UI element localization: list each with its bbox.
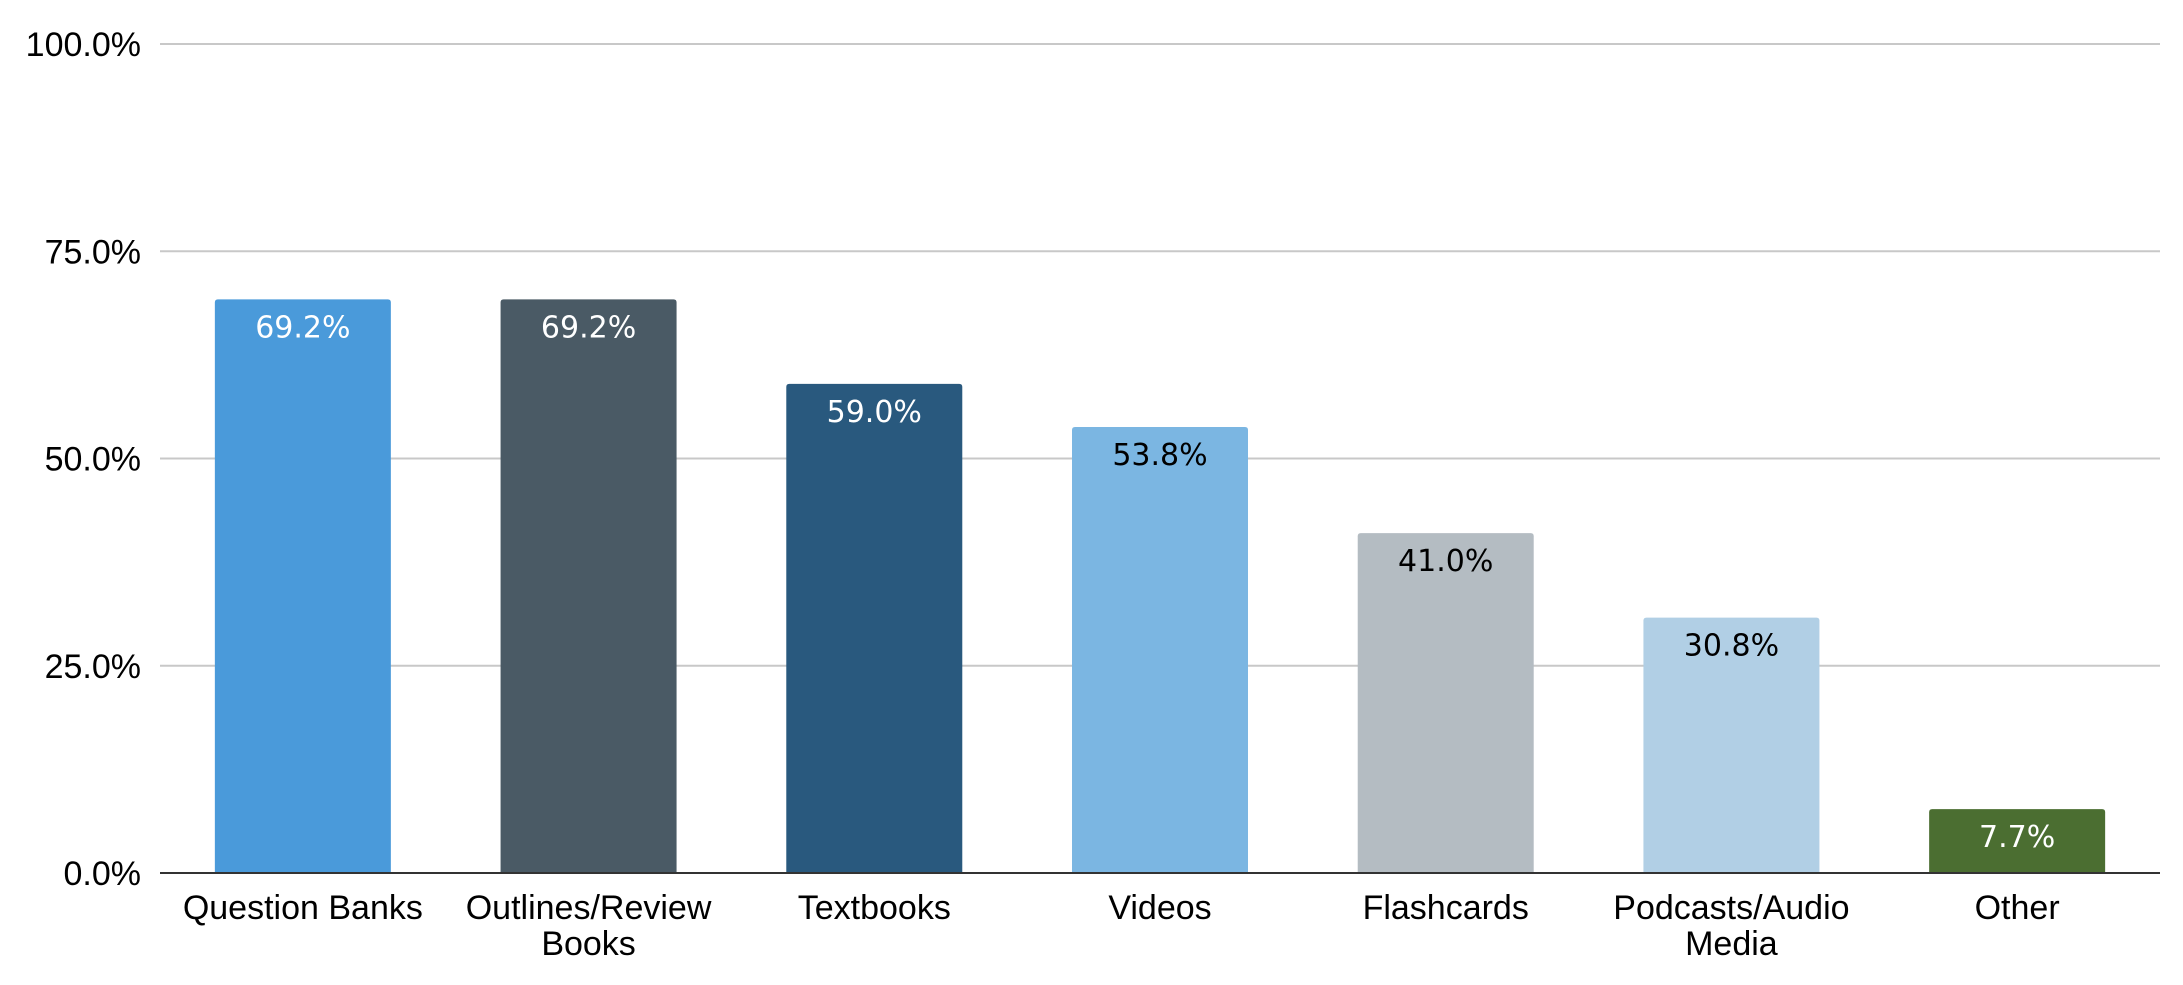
bar (1929, 809, 2106, 873)
y-tick-label: 50.0% (45, 441, 141, 479)
data-labels: 69.2% 69.2% 59.0% 53.8% 41.0% 30.8% 7.7% (255, 310, 2055, 855)
bar (1357, 533, 1534, 873)
y-tick-label: 100.0% (26, 26, 141, 64)
category-label: Podcasts/Audio Media (1613, 889, 1849, 963)
bar (1643, 617, 1820, 873)
data-label: 59.0% (827, 395, 922, 430)
category-label: Videos (1108, 889, 1211, 927)
bar (500, 299, 677, 873)
y-tick-label: 0.0% (64, 855, 142, 893)
category-label: Flashcards (1363, 889, 1529, 927)
data-label: 69.2% (255, 310, 350, 345)
bar (214, 299, 391, 873)
y-axis-tick-labels: 0.0% 25.0% 50.0% 75.0% 100.0% (26, 26, 141, 893)
category-label: Outlines/Review Books (466, 889, 712, 963)
bars (214, 299, 2106, 873)
y-tick-label: 75.0% (45, 233, 141, 271)
data-label: 7.7% (1979, 820, 2055, 855)
data-label: 69.2% (541, 310, 636, 345)
category-label: Other (1975, 889, 2060, 927)
data-label: 53.8% (1112, 438, 1207, 473)
y-tick-label: 25.0% (45, 648, 141, 686)
data-label: 30.8% (1684, 629, 1779, 664)
category-label: Question Banks (183, 889, 423, 927)
category-label: Textbooks (798, 889, 951, 927)
bar (786, 383, 963, 873)
x-axis-category-labels: Question Banks Outlines/Review Books Textbo… (183, 889, 2060, 963)
bar (1072, 426, 1248, 873)
data-label: 41.0% (1398, 544, 1493, 579)
